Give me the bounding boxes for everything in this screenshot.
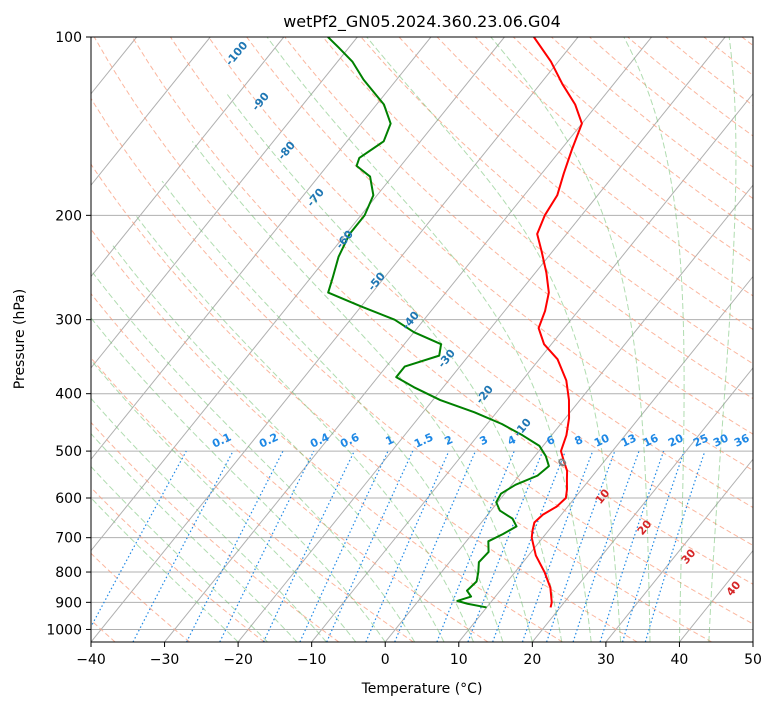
moist-adiabat	[91, 397, 327, 642]
moist-adiabat	[91, 497, 239, 642]
moist-adiabat	[91, 432, 298, 642]
y-tick-label: 800	[55, 565, 82, 581]
mixing-ratio-line	[467, 450, 544, 642]
chart-title: wetPf2_GN05.2024.360.23.06.G04	[283, 12, 561, 32]
dry-adiabat	[170, 37, 753, 546]
moist-adiabat	[366, 37, 622, 642]
isotherm	[164, 37, 652, 642]
moist-adiabat	[161, 180, 504, 642]
moist-adiabat	[266, 37, 592, 642]
isotherm	[384, 184, 753, 642]
mixing-ratio-label: 10	[592, 431, 612, 449]
x-tick-label: −20	[223, 652, 253, 668]
y-tick-label: 100	[55, 30, 82, 46]
mixing-ratio-line	[521, 450, 594, 642]
moist-adiabat	[135, 215, 474, 642]
x-tick-label: −40	[76, 652, 106, 668]
x-tick-label: −10	[297, 652, 327, 668]
mixing-ratio-line	[572, 450, 640, 642]
mixing-ratio-line	[326, 450, 414, 642]
x-tick-label: 30	[597, 652, 615, 668]
mixing-ratio-label: 16	[641, 431, 661, 449]
mixing-ratio-label: 36	[732, 431, 752, 449]
moist-adiabat	[91, 359, 357, 642]
x-axis-label: Temperature (°C)	[361, 681, 483, 697]
dry-adiabat	[91, 486, 265, 642]
moist-adiabat	[91, 317, 386, 642]
mixing-ratio-line	[599, 450, 665, 642]
mixing-ratio-label: 20	[666, 431, 686, 449]
isotherm	[237, 37, 726, 642]
y-tick-label: 200	[55, 208, 82, 224]
mixing-ratio-line	[91, 450, 187, 628]
isotherm	[605, 458, 753, 642]
dry-adiabat	[360, 37, 753, 365]
isotherm	[91, 37, 211, 186]
mixing-ratio-line	[644, 450, 706, 642]
x-tick-label: 0	[381, 652, 390, 668]
y-axis-label: Pressure (hPa)	[12, 289, 28, 389]
x-tick-label: 40	[671, 652, 689, 668]
x-tick-label: 10	[450, 652, 468, 668]
isotherm	[91, 37, 285, 278]
y-tick-label: 1000	[46, 622, 82, 638]
x-axis-ticks: −40 −30 −20 −10 0 10 20 30 40 50	[76, 642, 762, 668]
x-tick-label: 20	[523, 652, 541, 668]
dry-adiabat	[91, 552, 190, 642]
isotherm	[91, 37, 432, 461]
dry-adiabat	[246, 37, 753, 472]
moist-adiabat	[91, 465, 268, 642]
dry-adiabat	[91, 163, 638, 642]
isotherm	[91, 37, 579, 642]
y-tick-label: 700	[55, 531, 82, 547]
mixing-ratio-line	[394, 450, 477, 642]
mixing-ratio-line	[186, 450, 284, 642]
plot-frame	[90, 36, 754, 643]
isotherm	[531, 367, 753, 642]
isotherm-lines	[91, 37, 753, 642]
dry-adiabat	[91, 292, 489, 642]
y-tick-label: 600	[55, 491, 82, 507]
y-tick-label: 500	[55, 444, 82, 460]
mixing-ratio-line	[219, 450, 315, 642]
dry-adiabat	[91, 357, 414, 642]
moist-adiabat	[490, 37, 651, 642]
sounding-series	[327, 37, 583, 609]
mixing-ratio-line	[621, 450, 685, 642]
y-tick-label: 300	[55, 313, 82, 329]
dry-adiabat	[91, 228, 563, 642]
mixing-ratio-line	[365, 450, 450, 642]
y-tick-label: 900	[55, 595, 82, 611]
dry-adiabat	[91, 97, 713, 642]
isotherm	[91, 37, 505, 552]
moist-adiabat	[623, 37, 685, 642]
mixing-ratio-line	[492, 450, 566, 642]
isotherm	[91, 37, 358, 369]
mixing-ratio-line	[546, 450, 616, 642]
x-tick-label: −30	[150, 652, 180, 668]
moist-adiabat	[708, 37, 737, 642]
moist-adiabat	[112, 245, 445, 642]
pressure-gridlines	[91, 37, 753, 630]
y-tick-label: 400	[55, 387, 82, 403]
moist-adiabat	[92, 272, 416, 642]
moist-adiabat	[191, 141, 533, 642]
x-tick-label: 50	[744, 652, 762, 668]
mixing-ratio-lines	[91, 450, 706, 642]
dry-adiabat	[93, 37, 753, 625]
y-axis-ticks: 100 200 300 400 500 600 700 800 900 1000	[46, 30, 91, 638]
mixing-ratio-line	[132, 450, 234, 642]
dry-adiabat	[322, 37, 753, 400]
mixing-ratio-label: 25	[691, 431, 710, 449]
dry-adiabat	[91, 421, 340, 642]
moist-adiabat	[226, 94, 563, 642]
mixing-ratio-label: 30	[711, 431, 731, 449]
mixing-ratio-line	[436, 450, 515, 642]
moist-adiabat-lines	[91, 37, 737, 642]
mixing-ratio-label: 13	[619, 431, 638, 449]
